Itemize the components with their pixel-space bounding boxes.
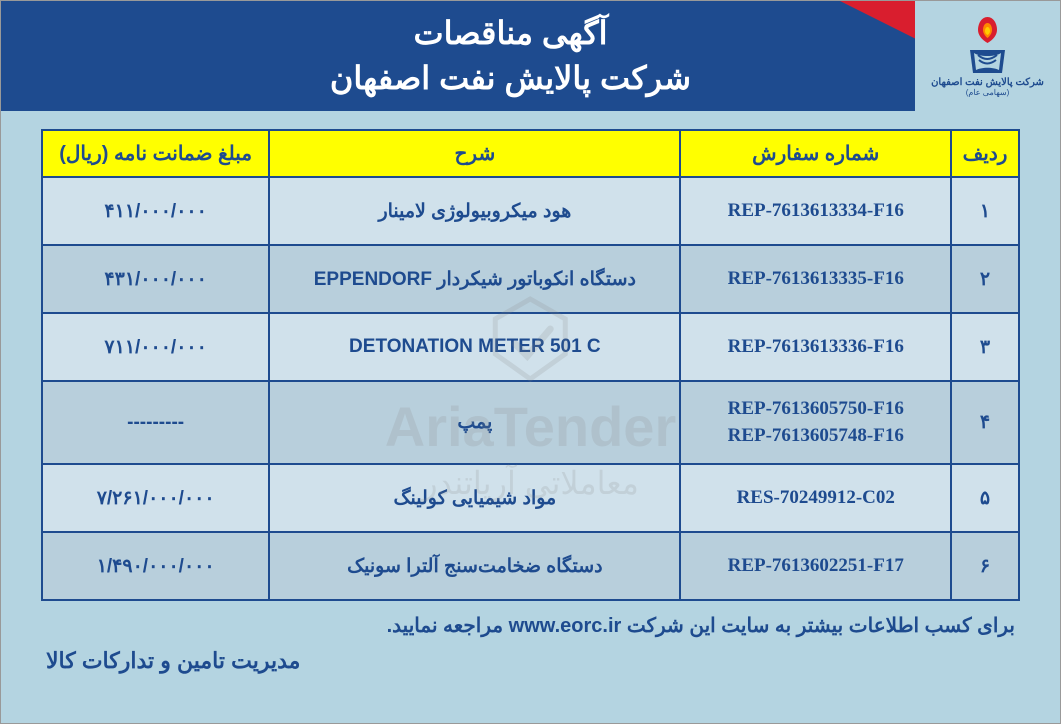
col-header-row: ردیف xyxy=(951,130,1019,177)
cell-description: DETONATION METER 501 C xyxy=(269,313,680,381)
cell-amount: ۷۱۱/۰۰۰/۰۰۰ xyxy=(42,313,269,381)
col-header-amount: مبلغ ضمانت نامه (ریال) xyxy=(42,130,269,177)
cell-amount: ۴۳۱/۰۰۰/۰۰۰ xyxy=(42,245,269,313)
footer-info: برای کسب اطلاعات بیشتر به سایت این شرکت … xyxy=(41,613,1020,638)
cell-row-number: ۳ xyxy=(951,313,1019,381)
cell-amount: ۴۱۱/۰۰۰/۰۰۰ xyxy=(42,177,269,245)
table-row: ۴REP-7613605750-F16REP-7613605748-F16پمپ… xyxy=(42,381,1019,464)
cell-order-number: REP-7613613335-F16 xyxy=(680,245,951,313)
cell-order-number: REP-7613613334-F16 xyxy=(680,177,951,245)
cell-amount: ۱/۴۹۰/۰۰۰/۰۰۰ xyxy=(42,532,269,600)
cell-row-number: ۵ xyxy=(951,464,1019,532)
footer-department: مدیریت تامین و تدارکات کالا xyxy=(41,648,1020,674)
cell-description: دستگاه انکوباتور شیکردار EPPENDORF xyxy=(269,245,680,313)
title-line-2: شرکت پالایش نفت اصفهان xyxy=(330,56,691,101)
col-header-desc: شرح xyxy=(269,130,680,177)
cell-amount: --------- xyxy=(42,381,269,464)
title-line-1: آگهی مناقصات xyxy=(330,11,691,56)
cell-description: دستگاه ضخامت‌سنج آلترا سونیک xyxy=(269,532,680,600)
content-area: AriaTender معاملاتی آریاتندر ردیف شماره … xyxy=(1,111,1060,684)
red-accent-shape xyxy=(840,1,920,41)
tender-table: ردیف شماره سفارش شرح مبلغ ضمانت نامه (ری… xyxy=(41,129,1020,601)
cell-row-number: ۶ xyxy=(951,532,1019,600)
table-row: ۱REP-7613613334-F16هود میکروبیولوژی لامی… xyxy=(42,177,1019,245)
cell-order-number: REP-7613602251-F17 xyxy=(680,532,951,600)
header-title: آگهی مناقصات شرکت پالایش نفت اصفهان xyxy=(330,11,691,101)
cell-order-number: RES-70249912-C02 xyxy=(680,464,951,532)
header-bar: آگهی مناقصات شرکت پالایش نفت اصفهان شرکت… xyxy=(1,1,1060,111)
footer-info-suffix: مراجعه نمایید. xyxy=(387,615,509,637)
logo-area: شرکت پالایش نفت اصفهان (سهامی عام) xyxy=(915,1,1060,111)
cell-description: مواد شیمیایی کولینگ xyxy=(269,464,680,532)
table-header-row: ردیف شماره سفارش شرح مبلغ ضمانت نامه (ری… xyxy=(42,130,1019,177)
cell-row-number: ۲ xyxy=(951,245,1019,313)
cell-row-number: ۴ xyxy=(951,381,1019,464)
logo-company-name: شرکت پالایش نفت اصفهان xyxy=(931,77,1044,88)
footer-info-prefix: برای کسب اطلاعات بیشتر به سایت این شرکت xyxy=(621,615,1015,637)
table-row: ۶REP-7613602251-F17دستگاه ضخامت‌سنج آلتر… xyxy=(42,532,1019,600)
logo-company-type: (سهامی عام) xyxy=(966,88,1010,97)
cell-description: پمپ xyxy=(269,381,680,464)
cell-description: هود میکروبیولوژی لامینار xyxy=(269,177,680,245)
col-header-order: شماره سفارش xyxy=(680,130,951,177)
company-logo-icon xyxy=(960,15,1015,75)
cell-row-number: ۱ xyxy=(951,177,1019,245)
cell-amount: ۷/۲۶۱/۰۰۰/۰۰۰ xyxy=(42,464,269,532)
document-container: آگهی مناقصات شرکت پالایش نفت اصفهان شرکت… xyxy=(0,0,1061,724)
footer-info-url: www.eorc.ir xyxy=(509,615,622,638)
table-row: ۲REP-7613613335-F16دستگاه انکوباتور شیکر… xyxy=(42,245,1019,313)
table-row: ۳REP-7613613336-F16DETONATION METER 501 … xyxy=(42,313,1019,381)
cell-order-number: REP-7613613336-F16 xyxy=(680,313,951,381)
table-row: ۵RES-70249912-C02مواد شیمیایی کولینگ۷/۲۶… xyxy=(42,464,1019,532)
cell-order-number: REP-7613605750-F16REP-7613605748-F16 xyxy=(680,381,951,464)
